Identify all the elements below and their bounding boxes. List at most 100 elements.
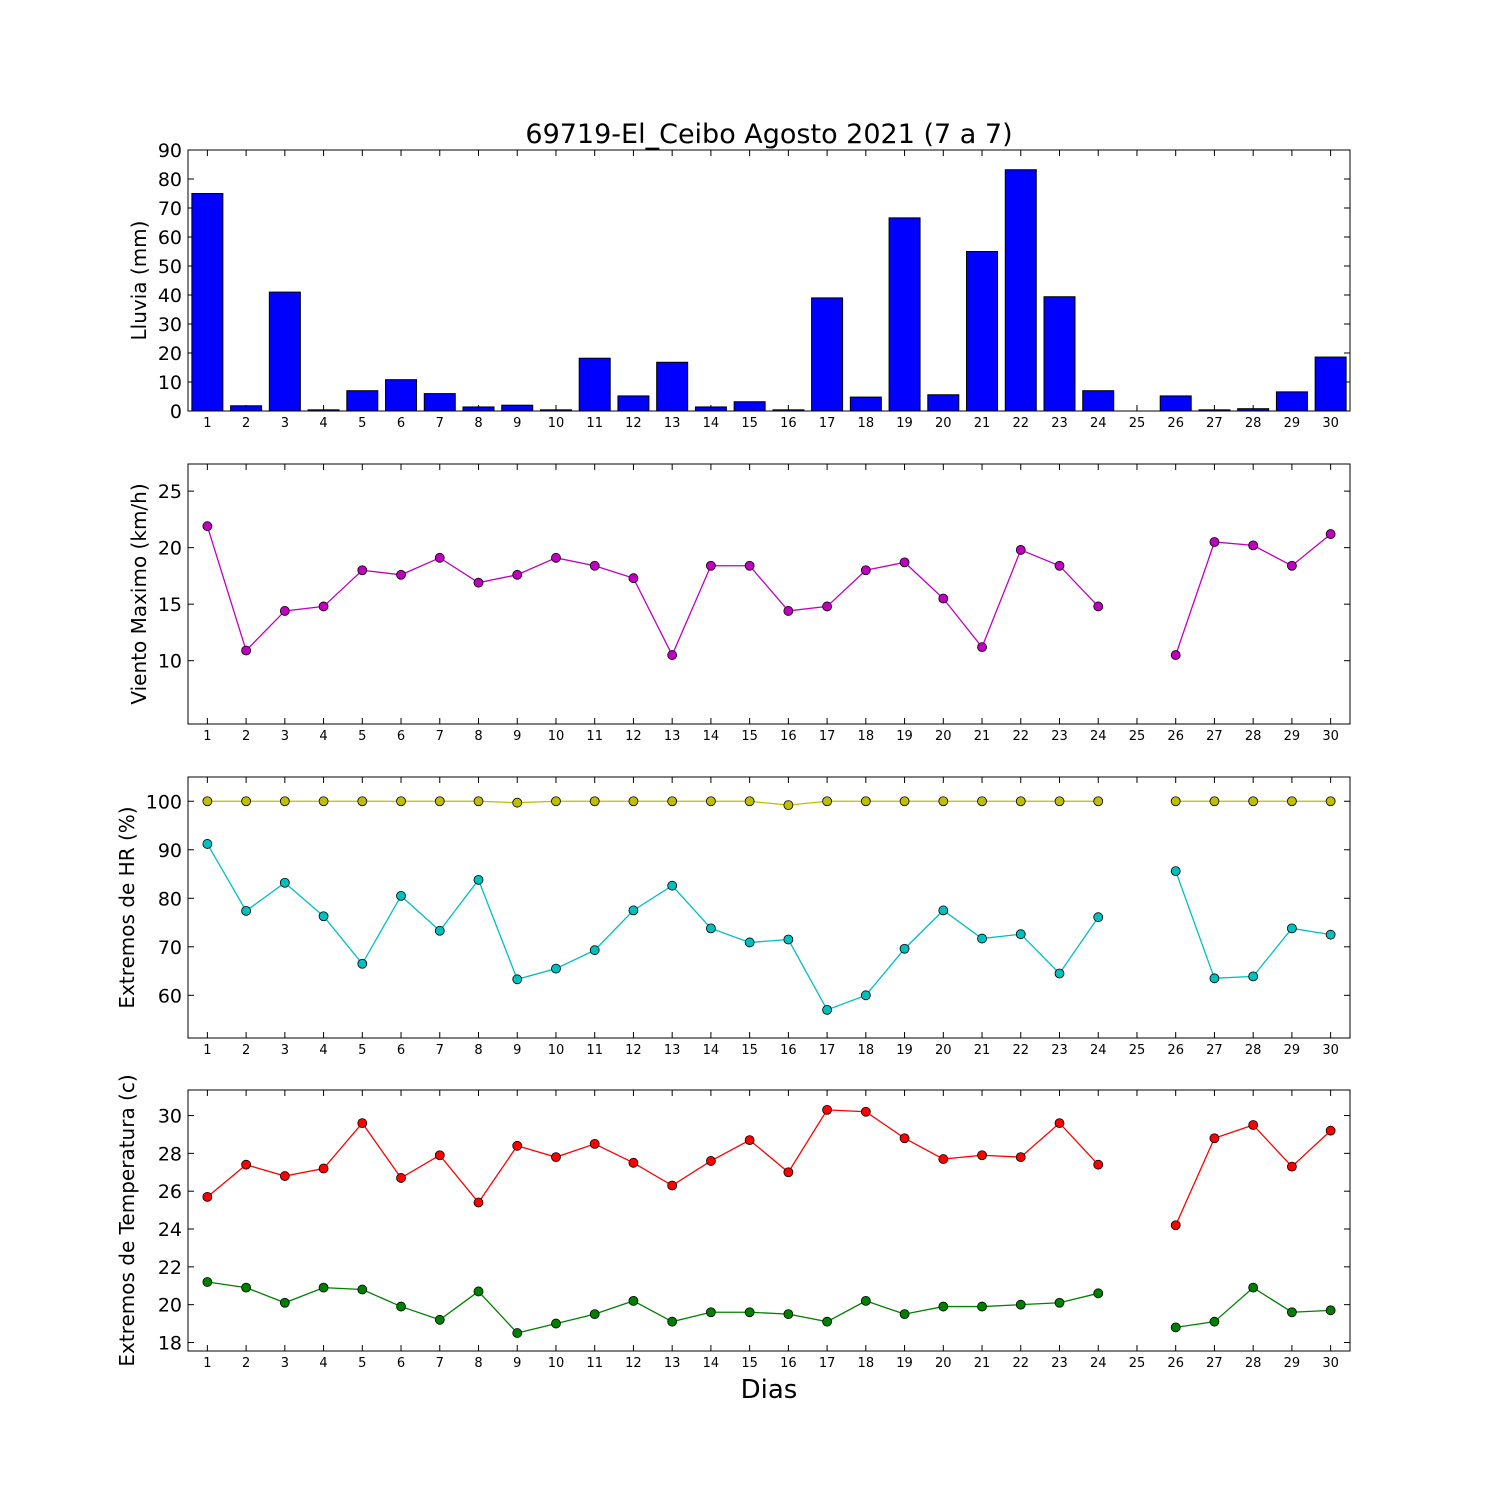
- data-point: [589, 1139, 600, 1149]
- data-point: [551, 1318, 561, 1329]
- x-tick-label: 22: [1012, 416, 1029, 431]
- data-point: [473, 577, 484, 588]
- x-tick-label: 24: [1090, 1356, 1107, 1371]
- data-point: [706, 560, 716, 571]
- x-tick-label: 1: [203, 1043, 211, 1058]
- data-point: [279, 877, 290, 888]
- data-point: [783, 1309, 794, 1320]
- x-tick-label: 20: [935, 416, 952, 431]
- data-point: [977, 933, 987, 944]
- data-point: [396, 1301, 406, 1312]
- data-point: [899, 557, 910, 568]
- data-point: [1093, 1288, 1104, 1299]
- data-point: [202, 521, 213, 532]
- data-point: [628, 796, 639, 807]
- y-tick-label: 30: [158, 314, 182, 336]
- x-tick-label: 18: [858, 1356, 875, 1371]
- x-tick-label: 4: [319, 729, 327, 744]
- data-point: [1287, 923, 1297, 934]
- data-point: [241, 796, 252, 807]
- y-tick-label: 20: [158, 538, 182, 560]
- x-tick-label: 25: [1129, 729, 1146, 744]
- data-point: [318, 911, 329, 922]
- data-point: [977, 642, 987, 653]
- data-point: [1170, 796, 1181, 807]
- y-tick-label: 15: [158, 594, 182, 616]
- x-tick-label: 18: [858, 1043, 875, 1058]
- data-point: [706, 796, 716, 807]
- data-point: [938, 593, 949, 604]
- data-point: [1248, 1282, 1259, 1293]
- series-line: [206, 843, 1331, 1011]
- data-point: [822, 601, 832, 612]
- data-point: [241, 905, 252, 916]
- bar: [1237, 408, 1270, 412]
- data-point: [396, 1173, 406, 1183]
- series-0: [202, 1104, 1336, 1231]
- data-point: [202, 1191, 213, 1202]
- data-point: [473, 1197, 484, 1208]
- data-point: [783, 606, 794, 616]
- y-axis-label: Viento Maximo (km/h): [127, 483, 151, 704]
- x-tick-label: 8: [474, 1043, 482, 1058]
- x-tick-label: 14: [703, 416, 720, 431]
- data-point: [1093, 796, 1104, 807]
- y-axis-label: Extremos de Temperatura (c): [115, 1074, 139, 1366]
- x-tick-label: 21: [974, 1043, 991, 1058]
- data-point: [512, 974, 523, 985]
- bar: [385, 379, 418, 412]
- data-point: [667, 650, 678, 660]
- data-point: [396, 890, 406, 901]
- x-tick-label: 2: [242, 1043, 250, 1058]
- data-point: [241, 1282, 252, 1293]
- bar: [617, 395, 650, 412]
- data-point: [744, 796, 755, 807]
- data-point: [1209, 537, 1220, 547]
- data-point: [899, 796, 910, 807]
- y-axis-label: Extremos de HR (%): [115, 806, 139, 1008]
- x-tick-label: 19: [896, 1043, 913, 1058]
- x-tick-label: 17: [819, 729, 836, 744]
- x-tick-label: 15: [741, 729, 758, 744]
- data-point: [822, 1316, 832, 1327]
- data-point: [279, 796, 290, 807]
- data-point: [551, 963, 561, 974]
- x-tick-label: 3: [281, 1356, 289, 1371]
- y-tick-label: 18: [158, 1332, 182, 1354]
- x-tick-label: 30: [1322, 729, 1339, 744]
- data-point: [667, 796, 678, 807]
- y-tick-label: 25: [158, 481, 182, 503]
- x-tick-label: 30: [1322, 416, 1339, 431]
- data-point: [899, 1309, 910, 1320]
- data-point: [1170, 866, 1181, 877]
- x-tick-label: 15: [741, 1356, 758, 1371]
- data-point: [706, 1156, 716, 1166]
- data-point: [1325, 1305, 1336, 1316]
- x-tick-label: 3: [281, 1043, 289, 1058]
- x-tick-label: 23: [1051, 729, 1068, 744]
- x-tick-label: 8: [474, 729, 482, 744]
- data-point: [318, 1163, 329, 1174]
- series-1: [202, 1277, 1336, 1338]
- x-tick-label: 22: [1012, 1043, 1029, 1058]
- x-tick-label: 6: [397, 416, 405, 431]
- data-point: [1287, 1161, 1297, 1172]
- bar: [578, 357, 611, 412]
- x-tick-label: 20: [935, 1043, 952, 1058]
- data-point: [860, 1106, 871, 1117]
- data-point: [589, 560, 600, 571]
- data-point: [473, 874, 484, 885]
- data-point: [1015, 1152, 1026, 1163]
- y-tick-label: 20: [158, 343, 182, 365]
- x-tick-label: 21: [974, 1356, 991, 1371]
- chart-title: 69719-El_Ceibo Agosto 2021 (7 a 7): [525, 119, 1012, 150]
- data-point: [1248, 971, 1259, 982]
- x-tick-label: 8: [474, 1356, 482, 1371]
- x-tick-label: 10: [548, 1356, 565, 1371]
- data-point: [860, 990, 871, 1001]
- y-tick-label: 24: [158, 1219, 182, 1241]
- x-tick-label: 9: [513, 1356, 521, 1371]
